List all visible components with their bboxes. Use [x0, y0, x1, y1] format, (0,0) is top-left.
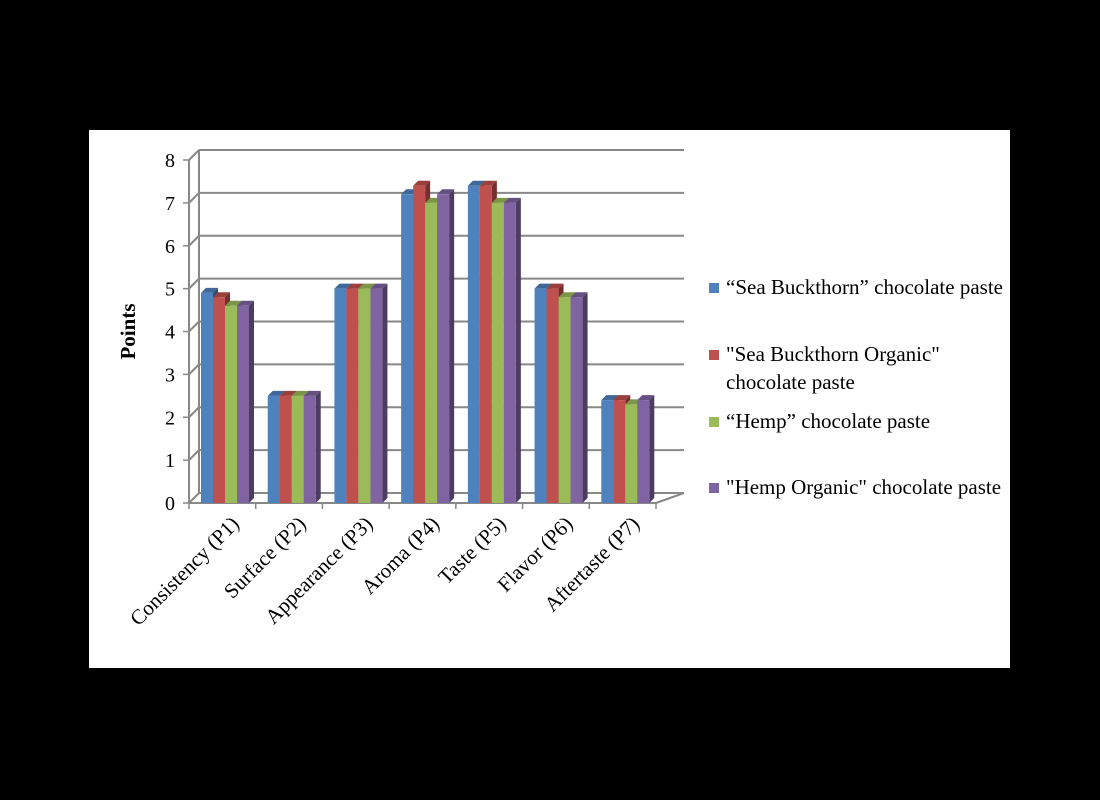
legend-swatch — [709, 350, 719, 360]
legend-swatch — [709, 283, 719, 293]
svg-text:3: 3 — [165, 364, 175, 386]
legend-label: “Sea Buckthorn” chocolate paste — [726, 275, 1003, 299]
legend-item: “Sea Buckthorn” chocolate paste — [706, 273, 1003, 301]
legend-item: "Sea Buckthorn Organic" chocolate paste — [706, 340, 1006, 396]
svg-text:7: 7 — [165, 193, 175, 215]
svg-text:4: 4 — [165, 322, 175, 344]
svg-text:5: 5 — [165, 279, 175, 301]
legend-item: "Hemp Organic" chocolate paste — [706, 473, 1001, 501]
svg-text:Consistency (P1): Consistency (P1) — [125, 512, 244, 631]
svg-text:8: 8 — [165, 150, 175, 172]
svg-text:6: 6 — [165, 236, 175, 258]
legend-swatch — [709, 417, 719, 427]
svg-text:0: 0 — [165, 493, 175, 515]
chart-panel: 0 1 2 3 4 5 6 7 8 Consistency (P1) Surface (P2) App… — [89, 130, 1010, 668]
legend-label: "Sea Buckthorn Organic" chocolate paste — [726, 342, 940, 394]
legend-swatch — [709, 483, 719, 493]
svg-text:Points: Points — [116, 303, 140, 359]
legend-label: "Hemp Organic" chocolate paste — [726, 475, 1002, 499]
legend-item: “Hemp” chocolate paste — [706, 407, 930, 435]
legend-label: “Hemp” chocolate paste — [726, 409, 931, 433]
svg-text:2: 2 — [165, 407, 175, 429]
svg-text:1: 1 — [165, 450, 175, 472]
